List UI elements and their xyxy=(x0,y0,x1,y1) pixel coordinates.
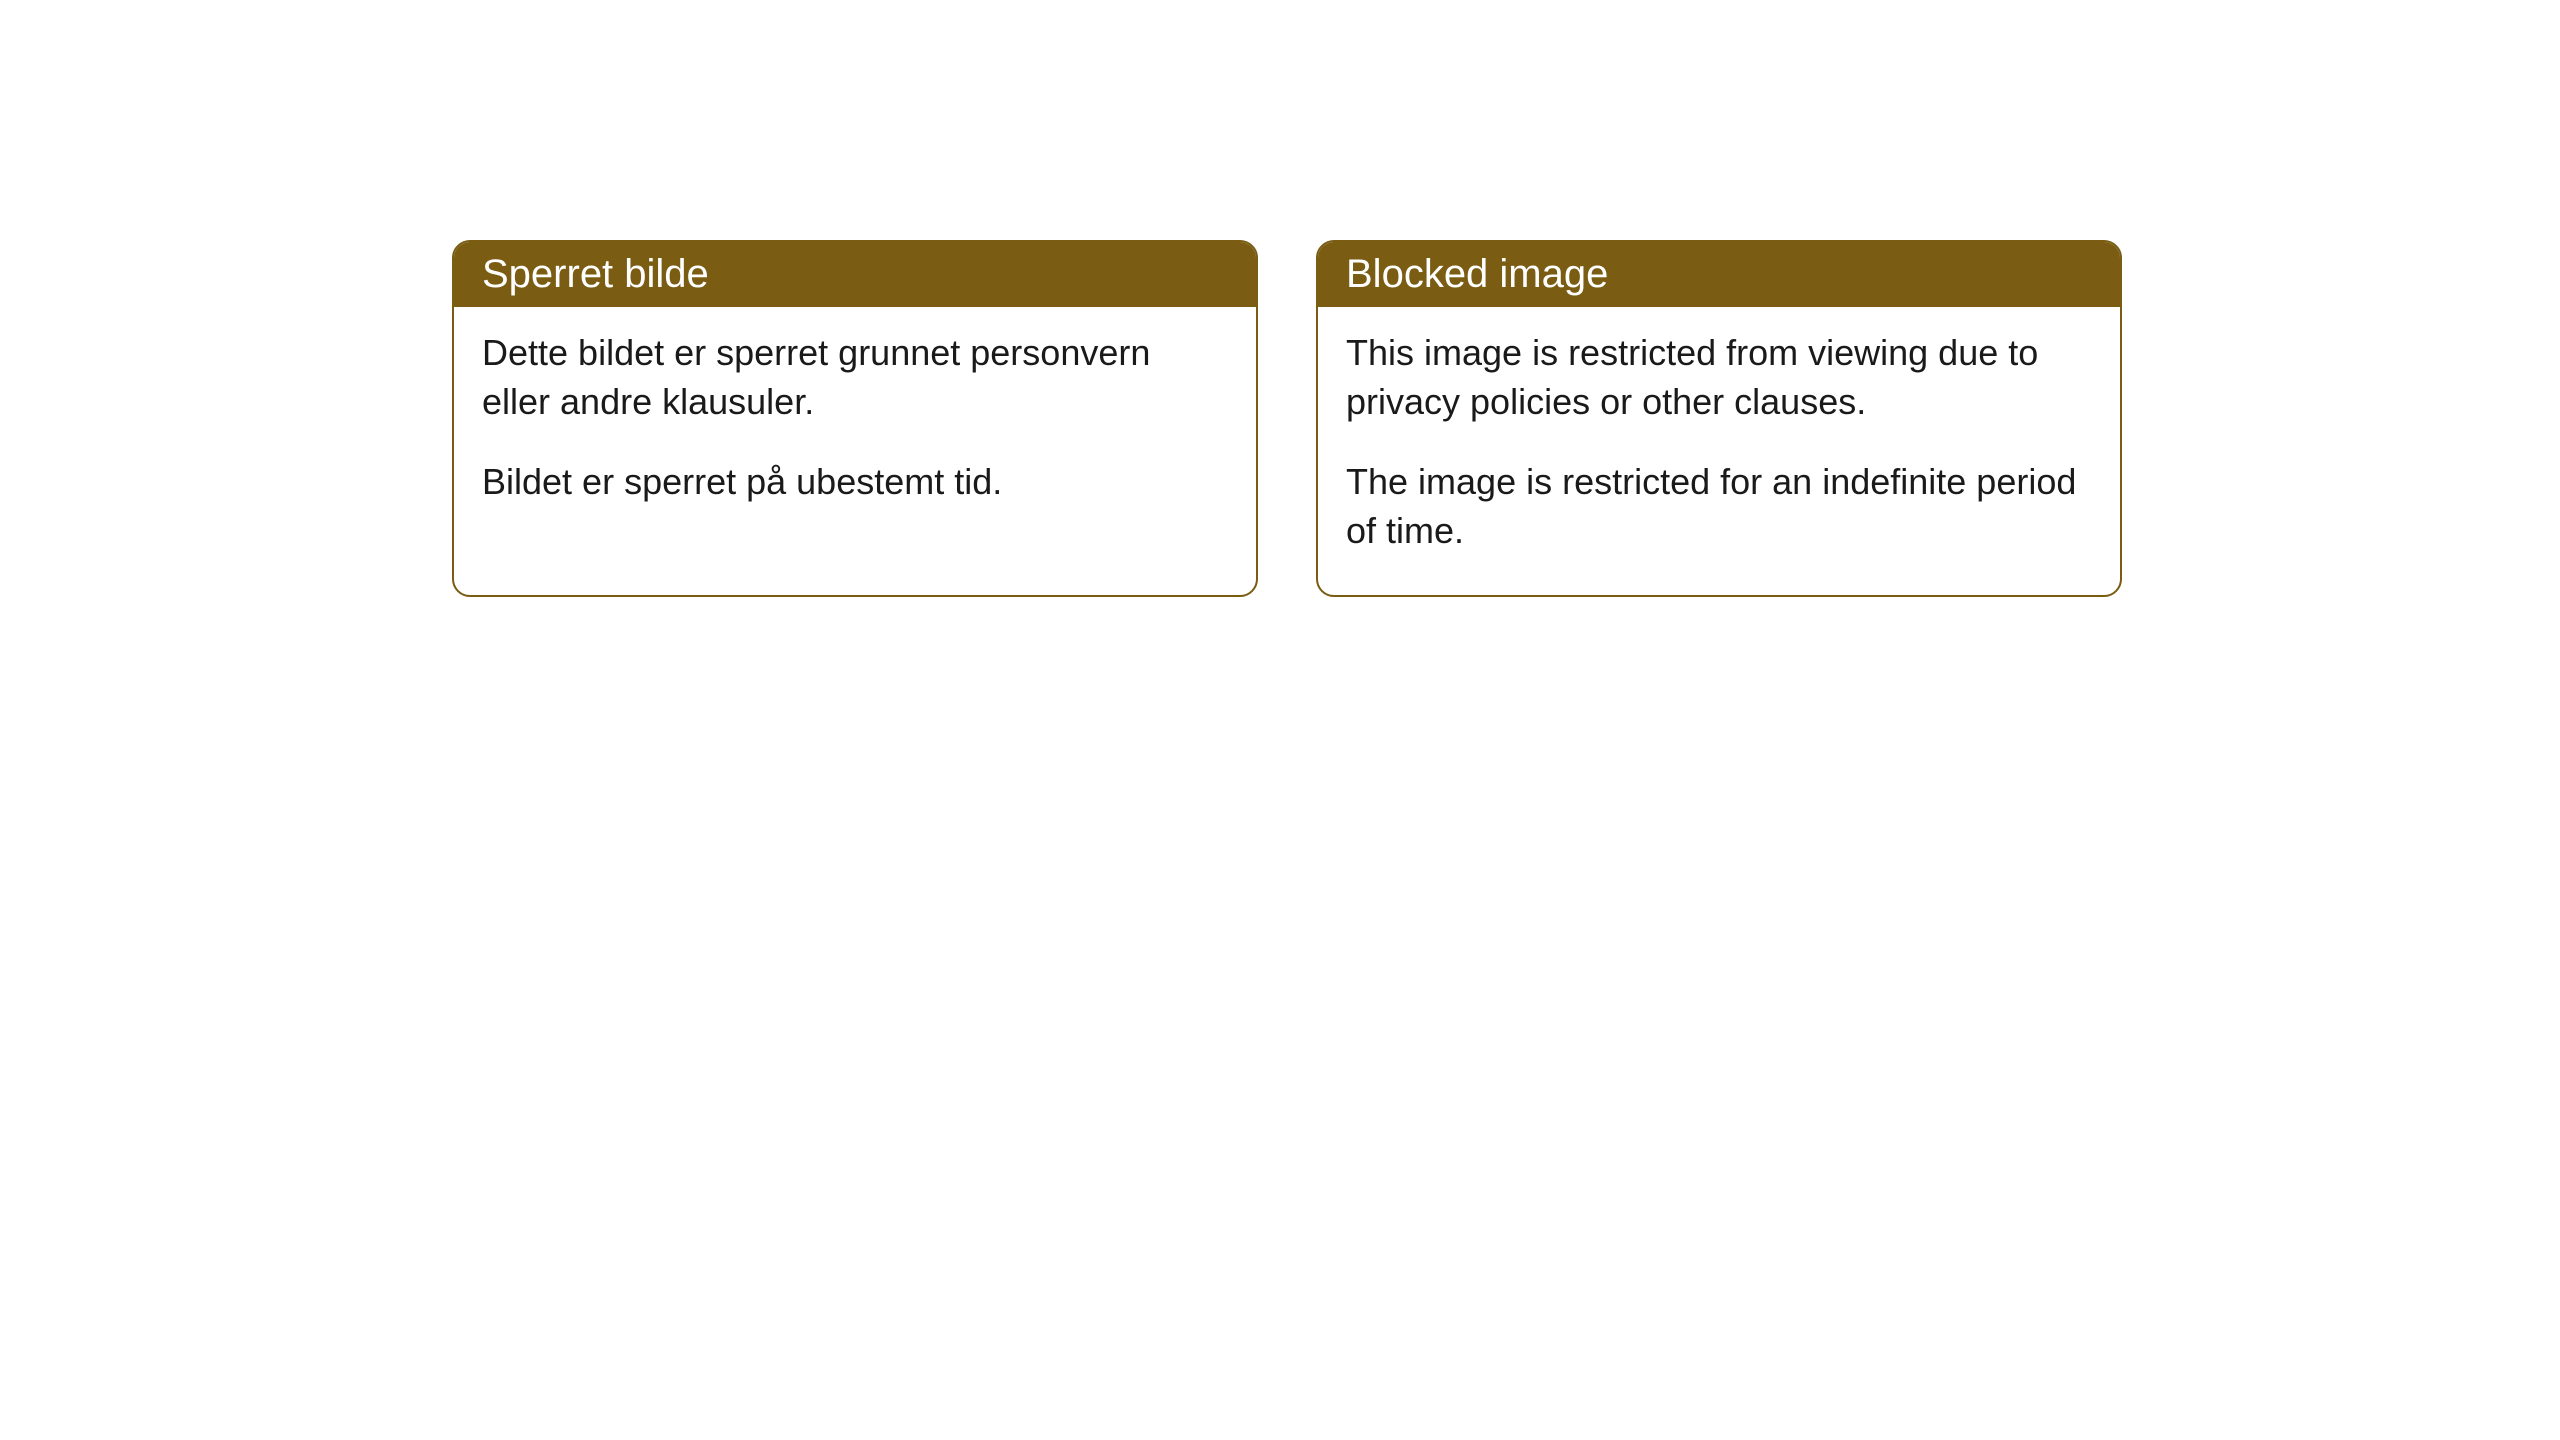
blocked-image-card-english: Blocked image This image is restricted f… xyxy=(1316,240,2122,597)
card-header-right: Blocked image xyxy=(1318,242,2120,307)
cards-container: Sperret bilde Dette bildet er sperret gr… xyxy=(0,0,2560,597)
card-body-right: This image is restricted from viewing du… xyxy=(1318,307,2120,595)
blocked-image-card-norwegian: Sperret bilde Dette bildet er sperret gr… xyxy=(452,240,1258,597)
card-right-paragraph-2: The image is restricted for an indefinit… xyxy=(1346,458,2092,555)
card-header-left: Sperret bilde xyxy=(454,242,1256,307)
card-title-left: Sperret bilde xyxy=(482,252,709,296)
card-left-paragraph-2: Bildet er sperret på ubestemt tid. xyxy=(482,458,1228,507)
card-right-paragraph-1: This image is restricted from viewing du… xyxy=(1346,329,2092,426)
card-left-paragraph-1: Dette bildet er sperret grunnet personve… xyxy=(482,329,1228,426)
card-title-right: Blocked image xyxy=(1346,252,1608,296)
card-body-left: Dette bildet er sperret grunnet personve… xyxy=(454,307,1256,547)
